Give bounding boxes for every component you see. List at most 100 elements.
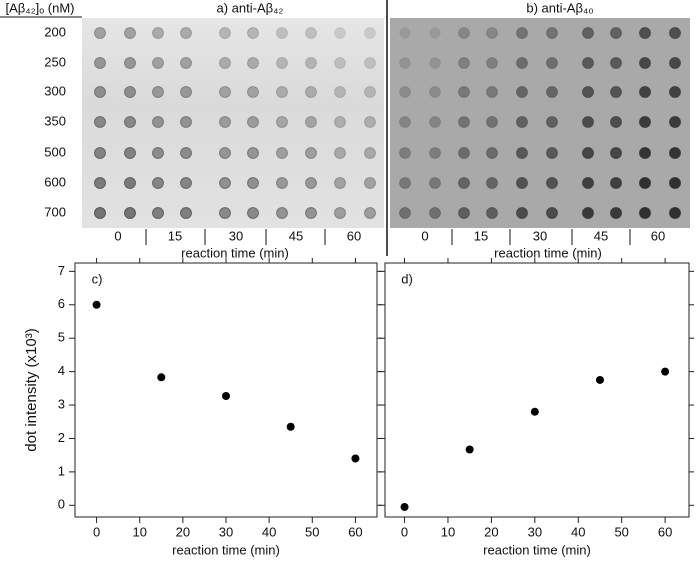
blot-dot xyxy=(486,147,498,159)
y-tick-label: 1 xyxy=(58,463,65,478)
x-tick-label: 60 xyxy=(348,524,362,539)
blot-xlabel: reaction time (min) xyxy=(181,245,289,260)
blot-dot xyxy=(458,207,470,219)
blot-dot xyxy=(124,86,136,98)
blot-dot xyxy=(124,27,136,39)
blot-dot xyxy=(458,86,470,98)
blot-dot xyxy=(639,207,651,219)
blot-dot xyxy=(94,86,106,98)
blot-dot xyxy=(152,86,164,98)
y-tick-label: 6 xyxy=(58,296,65,311)
y-tick-label: 2 xyxy=(58,430,65,445)
blot-dot xyxy=(219,177,231,189)
blot-dot xyxy=(458,27,470,39)
blot-dot xyxy=(610,207,622,219)
blot-dot xyxy=(429,147,441,159)
data-point xyxy=(157,373,166,382)
blot-dot xyxy=(247,116,259,128)
blot-dot xyxy=(180,57,192,69)
blot-dot xyxy=(546,177,558,189)
blot-dot xyxy=(639,147,651,159)
blot-dot xyxy=(610,27,622,39)
row-label: 500 xyxy=(44,144,66,159)
blot-dot xyxy=(247,177,259,189)
blot-dot xyxy=(305,116,317,128)
row-label: 250 xyxy=(44,54,66,69)
blot-dot xyxy=(669,207,681,219)
blot-dot xyxy=(305,147,317,159)
blot-dot xyxy=(639,57,651,69)
blot-dot xyxy=(610,86,622,98)
x-tick-label: 0 xyxy=(401,524,408,539)
blot-dot xyxy=(94,116,106,128)
row-label: 600 xyxy=(44,174,66,189)
data-point xyxy=(286,422,295,431)
blot-dot xyxy=(429,207,441,219)
blot-dot xyxy=(582,86,594,98)
blot-dot xyxy=(669,57,681,69)
blot-dot xyxy=(399,147,411,159)
y-tick-label: 7 xyxy=(58,263,65,278)
blot-dot xyxy=(124,207,136,219)
y-tick-label: 4 xyxy=(58,363,65,378)
blot-dot xyxy=(334,57,346,69)
y-tick-label: 0 xyxy=(58,497,65,512)
blot-dot xyxy=(152,27,164,39)
blot-dot xyxy=(639,116,651,128)
blot-dot xyxy=(124,177,136,189)
row-label: 350 xyxy=(44,113,66,128)
x-tick-label: 20 xyxy=(176,524,190,539)
blot-dot xyxy=(94,57,106,69)
blot-dot xyxy=(247,207,259,219)
blot-dot xyxy=(364,207,376,219)
x-tick-label: 30 xyxy=(219,524,233,539)
concentration-label: [Aβ₄₂]ₒ (nM) xyxy=(6,0,75,15)
blot-dot xyxy=(516,86,528,98)
blot-dot xyxy=(276,207,288,219)
blot-dot xyxy=(546,116,558,128)
blot-dot xyxy=(276,57,288,69)
x-tick-label: 10 xyxy=(132,524,146,539)
blot-dot xyxy=(546,147,558,159)
blot-dot xyxy=(639,177,651,189)
blot-dot xyxy=(364,177,376,189)
blot-dot xyxy=(94,177,106,189)
blot-dot xyxy=(582,116,594,128)
blot-dot xyxy=(429,177,441,189)
blot-dot xyxy=(582,27,594,39)
blot-dot xyxy=(180,86,192,98)
blot-dot xyxy=(516,207,528,219)
blot-dot xyxy=(219,207,231,219)
blot-dot xyxy=(334,27,346,39)
blot-dot xyxy=(429,27,441,39)
blot-dot xyxy=(247,147,259,159)
blot-dot xyxy=(669,86,681,98)
y-tick-label: 3 xyxy=(58,396,65,411)
blot-title: b) anti-Aβ₄₀ xyxy=(526,0,593,15)
blot-dot xyxy=(219,27,231,39)
column-label: 45 xyxy=(594,228,608,243)
blot-dot xyxy=(486,116,498,128)
column-label: 60 xyxy=(347,228,361,243)
data-point xyxy=(661,367,670,376)
blot-dot xyxy=(334,177,346,189)
blot-dot xyxy=(364,147,376,159)
blot-dot xyxy=(486,207,498,219)
blot-dot xyxy=(247,27,259,39)
data-point xyxy=(465,445,474,454)
x-tick-label: 40 xyxy=(571,524,585,539)
data-point xyxy=(222,392,230,401)
blot-dot xyxy=(124,57,136,69)
data-point xyxy=(351,454,360,463)
blot-dot xyxy=(516,27,528,39)
x-tick-label: 60 xyxy=(658,524,672,539)
blot-dot xyxy=(546,57,558,69)
blot-dot xyxy=(610,177,622,189)
blot-dot xyxy=(516,57,528,69)
blot-dot xyxy=(582,147,594,159)
blot-dot xyxy=(486,27,498,39)
blot-dot xyxy=(399,207,411,219)
blot-dot xyxy=(152,116,164,128)
blot-dot xyxy=(399,27,411,39)
blot-dot xyxy=(276,147,288,159)
